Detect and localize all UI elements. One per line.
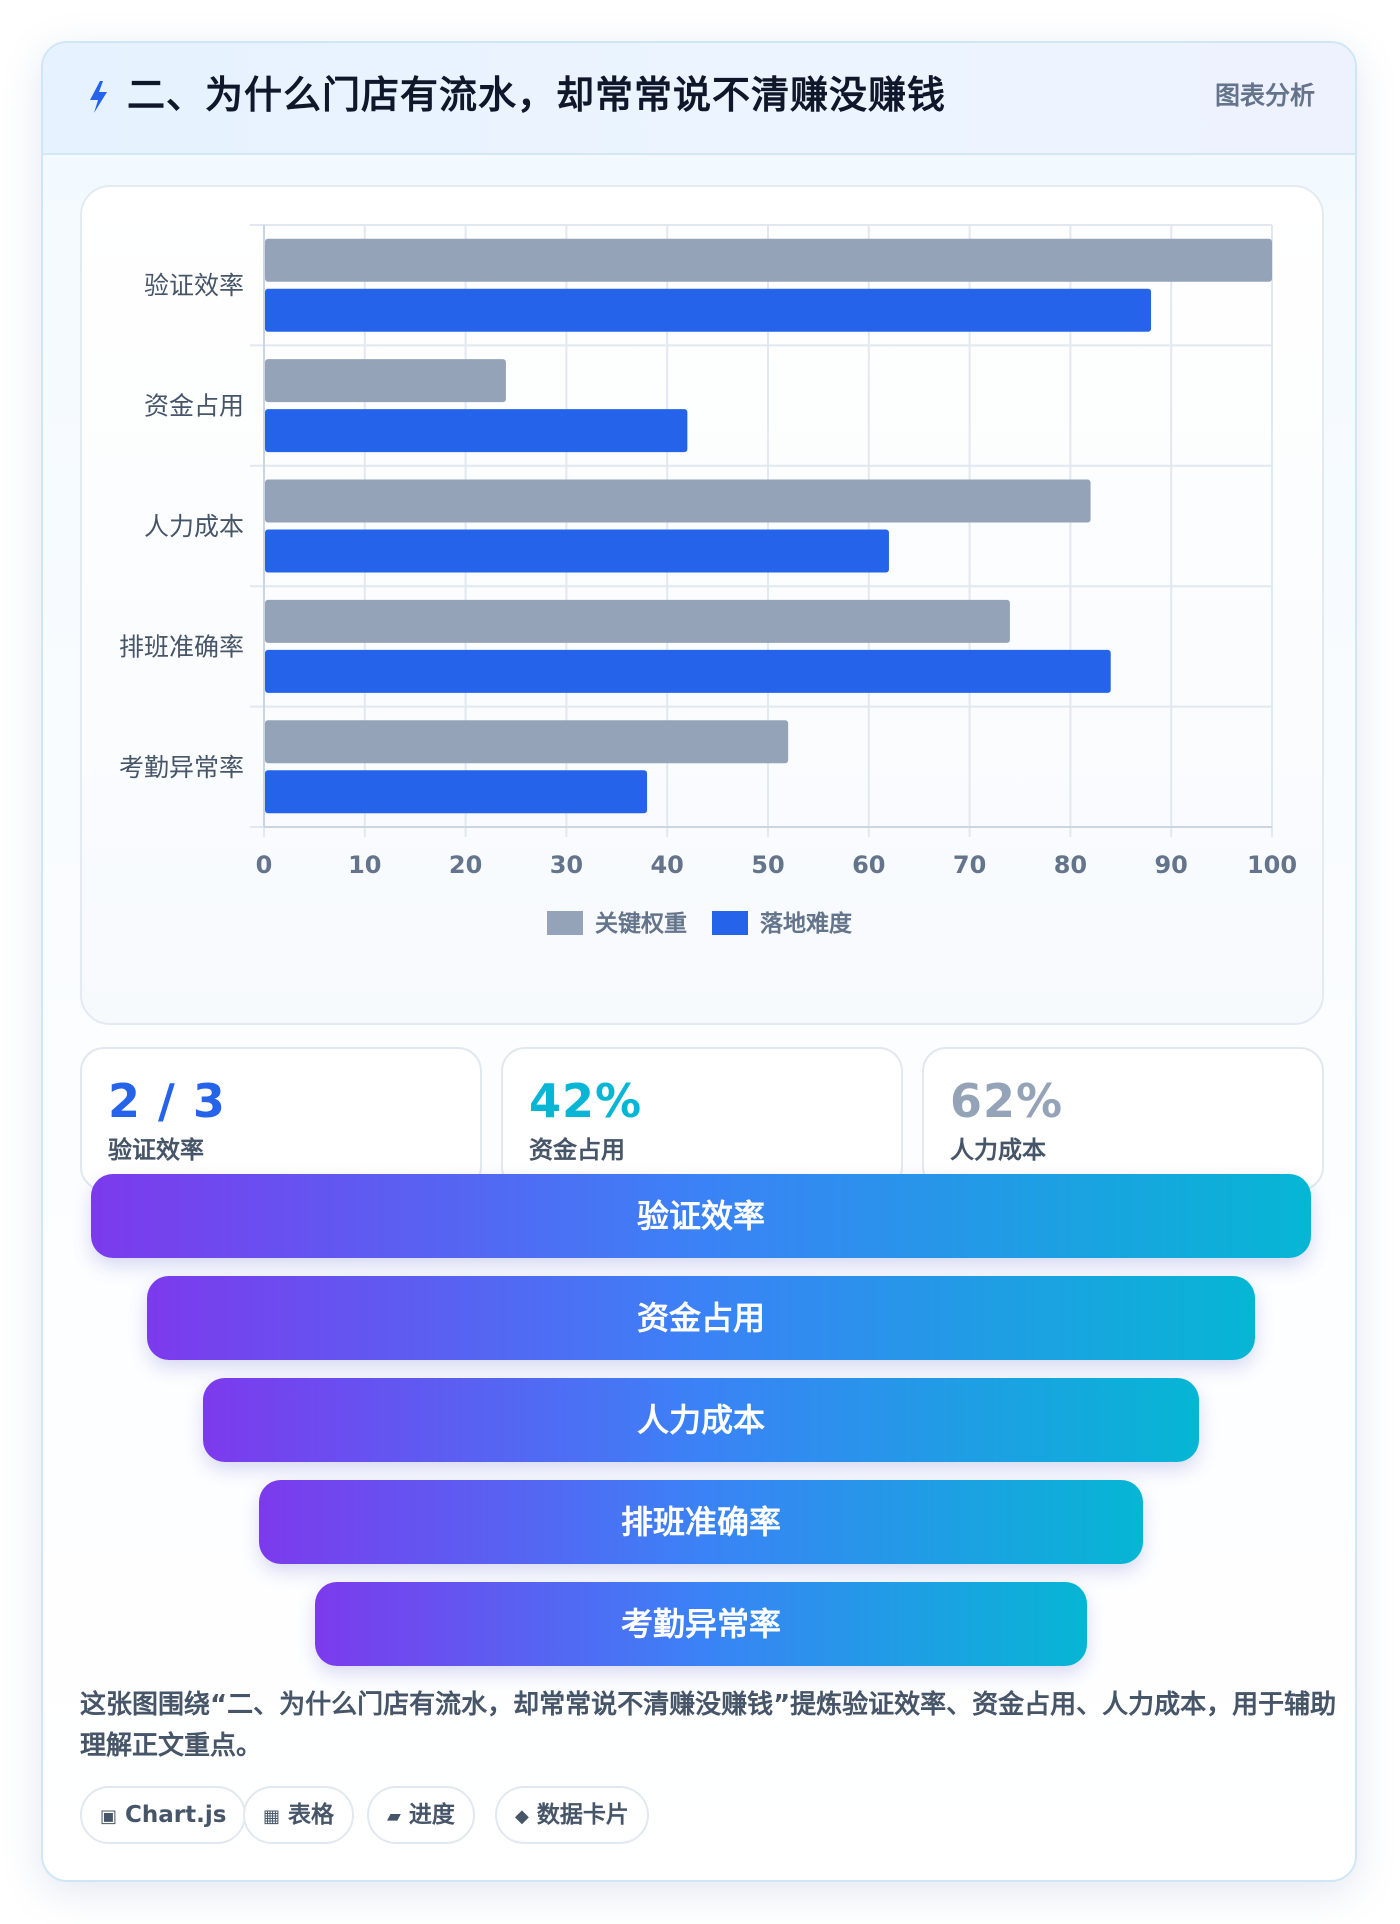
stat-value: 62%: [950, 1074, 1064, 1128]
stat-value: 2 / 3: [108, 1074, 226, 1128]
bar: [265, 238, 1272, 282]
stat-label: 人力成本: [950, 1136, 1046, 1164]
stat-card: 62% 人力成本: [922, 1047, 1324, 1191]
table-icon: ▦: [263, 1806, 281, 1827]
stat-value: 42%: [529, 1074, 643, 1128]
stat-label: 资金占用: [529, 1136, 625, 1164]
y-tick-label: 验证效率: [144, 271, 244, 300]
y-tick-label: 资金占用: [144, 392, 244, 421]
bar: [265, 409, 688, 453]
chip-chartjs[interactable]: ▣ Chart.js: [80, 1786, 247, 1844]
x-tick-label: 10: [348, 851, 381, 879]
stat-cards: 2 / 3 验证效率 42% 资金占用 62% 人力成本: [80, 1047, 1324, 1191]
stat-card: 42% 资金占用: [501, 1047, 903, 1191]
bar: [265, 529, 889, 573]
legend-label: 落地难度: [760, 910, 853, 937]
diamond-icon: ◆: [515, 1806, 529, 1827]
x-tick-label: 60: [852, 851, 885, 879]
page-title: 二、为什么门店有流水，却常常说不清赚没赚钱: [127, 73, 947, 117]
y-tick-label: 排班准确率: [119, 632, 244, 661]
y-tick-label: 考勤异常率: [119, 753, 244, 782]
x-tick-label: 90: [1154, 851, 1187, 879]
bar: [265, 770, 648, 814]
chart-card: 二、为什么门店有流水，却常常说不清赚没赚钱 图表分析 验证效率 资金占用 人力成本排…: [41, 41, 1357, 1882]
chart-analysis-tag: 图表分析: [1214, 81, 1315, 110]
summary-text: 这张图围绕“二、为什么门店有流水，却常常说不清赚没赚钱”提炼验证效率、资金占用、…: [80, 1690, 1337, 1761]
x-tick-label: 50: [751, 851, 784, 879]
chip-label: 数据卡片: [536, 1802, 629, 1828]
card-header: 二、为什么门店有流水，却常常说不清赚没赚钱 图表分析: [43, 43, 1355, 155]
bar-chart-panel: 验证效率资金占用人力成本排班准确率考勤异常率 0 10 20 30 40 50 60 70 80 9…: [80, 185, 1324, 1025]
funnel-step: 资金占用: [147, 1276, 1255, 1360]
chip-progress[interactable]: ▰ 进度: [367, 1786, 475, 1844]
bar: [265, 649, 1111, 693]
bar: [265, 720, 789, 764]
x-tick-label: 0: [256, 851, 273, 879]
chip-label: Chart.js: [125, 1802, 227, 1828]
x-tick-label: 100: [1247, 851, 1297, 879]
stat-card: 2 / 3 验证效率: [80, 1047, 482, 1191]
bar: [265, 599, 1010, 643]
chip-label: 表格: [288, 1802, 335, 1828]
x-tick-label: 20: [449, 851, 482, 879]
chip-label: 进度: [408, 1802, 455, 1828]
progress-icon: ▰: [387, 1806, 401, 1827]
chart-icon: ▣: [100, 1806, 118, 1827]
funnel-step: 验证效率: [91, 1174, 1311, 1258]
bar: [265, 359, 506, 403]
stat-label: 验证效率: [108, 1136, 204, 1164]
chip-table[interactable]: ▦ 表格: [243, 1786, 355, 1844]
bar: [265, 288, 1152, 332]
legend-swatch: [712, 911, 748, 935]
chip-data-card[interactable]: ◆ 数据卡片: [495, 1786, 649, 1844]
bolt-icon: [90, 81, 107, 113]
x-tick-label: 70: [953, 851, 986, 879]
x-tick-label: 80: [1054, 851, 1087, 879]
legend-swatch: [547, 911, 583, 935]
funnel-step: 人力成本: [203, 1378, 1199, 1462]
funnel-step: 排班准确率: [259, 1480, 1143, 1564]
y-tick-label: 人力成本: [144, 512, 244, 541]
x-tick-label: 40: [650, 851, 683, 879]
legend-label: 关键权重: [595, 910, 687, 937]
bar: [265, 479, 1091, 523]
funnel-step: 考勤异常率: [315, 1582, 1087, 1666]
x-tick-label: 30: [550, 851, 583, 879]
